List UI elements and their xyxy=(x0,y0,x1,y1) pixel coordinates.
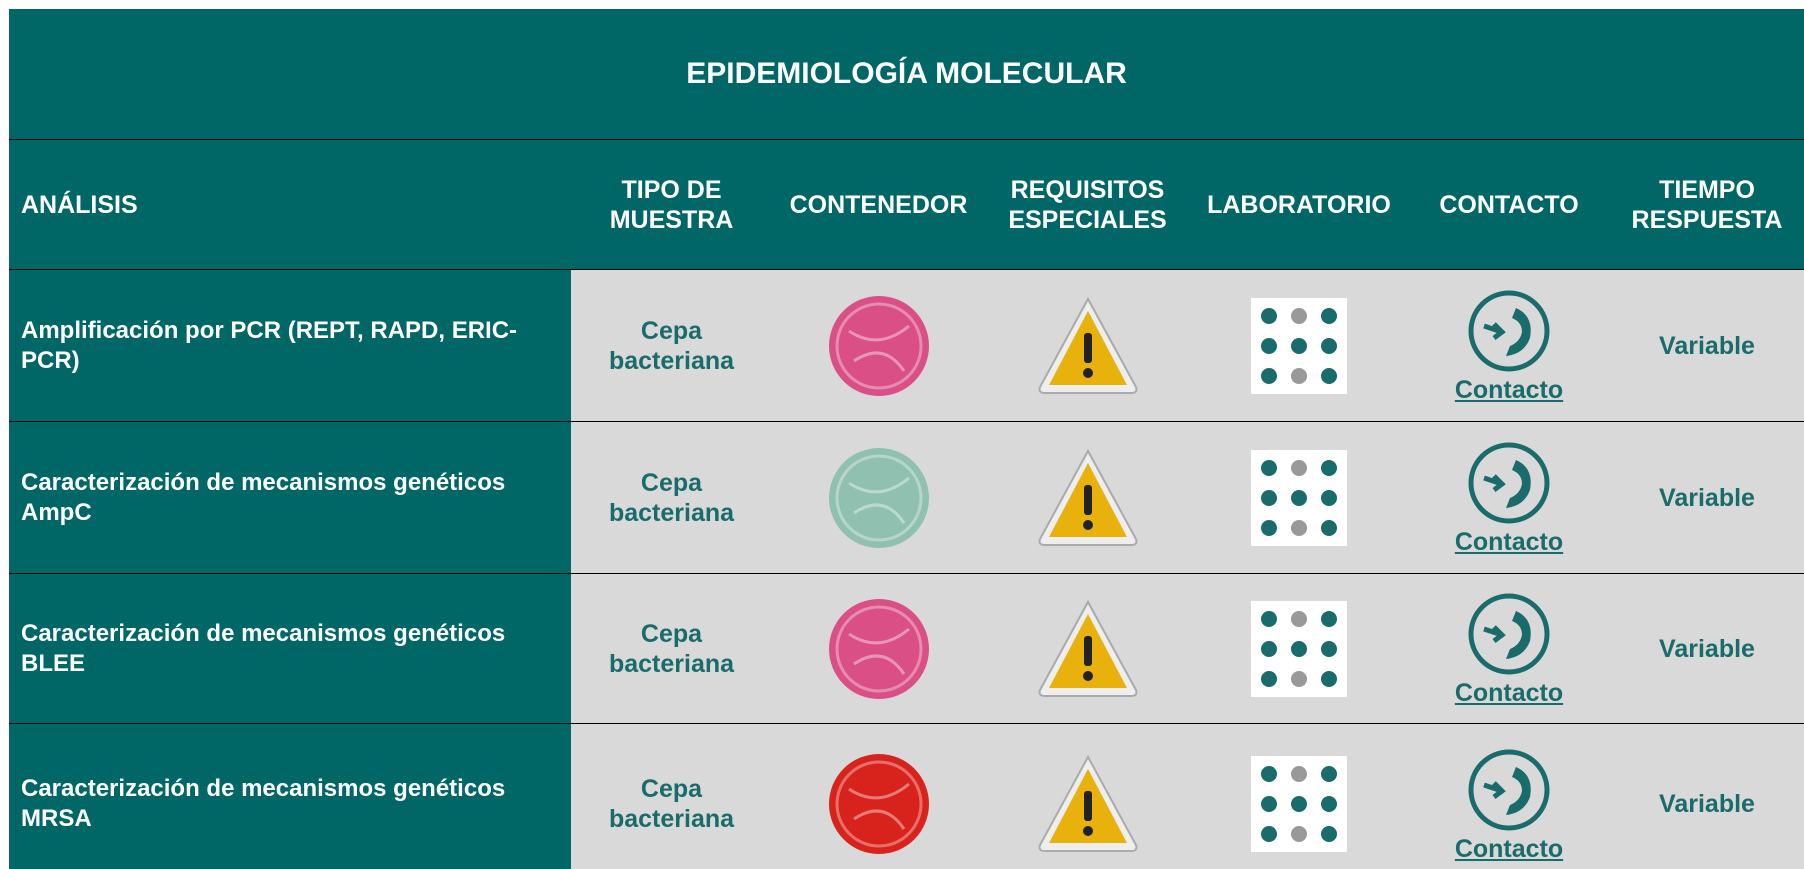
contact-cell: Contacto xyxy=(1408,724,1610,869)
sample-type: Cepa bacteriana xyxy=(571,270,772,421)
sample-type: Cepa bacteriana xyxy=(571,574,772,723)
phone-icon xyxy=(1468,749,1550,830)
contact-link[interactable]: Contacto xyxy=(1454,528,1564,556)
requirements-cell xyxy=(985,724,1190,869)
phone-icon xyxy=(1468,593,1550,675)
lab-icon xyxy=(1251,600,1347,697)
container-cell xyxy=(772,422,985,573)
sample-type: Cepa bacteriana xyxy=(571,422,772,573)
requirements-cell xyxy=(985,574,1190,723)
lab-icon xyxy=(1251,756,1347,852)
petri-dish xyxy=(828,754,929,854)
sample-type: Cepa bacteriana xyxy=(571,724,772,869)
response-time: Variable xyxy=(1610,422,1804,573)
container-cell xyxy=(772,574,985,723)
analysis: Amplificación por PCR (REPT, RAPD, ERIC-… xyxy=(9,270,571,421)
contact-link[interactable]: Contacto xyxy=(1454,376,1564,404)
title: EPIDEMIOLOGÍA MOLECULAR xyxy=(9,9,1804,139)
contact-link[interactable]: Contacto xyxy=(1454,834,1564,863)
requirements-cell xyxy=(985,422,1190,573)
phone-icon xyxy=(1468,442,1550,524)
analysis: Caracterización de mecanismos genéticos … xyxy=(9,422,571,573)
warning-icon xyxy=(1038,296,1137,394)
column-header: CONTENEDOR xyxy=(772,140,985,269)
analysis: Caracterización de mecanismos genéticos … xyxy=(9,574,571,723)
lab-cell xyxy=(1190,724,1408,869)
lab-icon xyxy=(1251,449,1347,546)
warning-icon xyxy=(1038,754,1137,852)
contact-link[interactable]: Contacto xyxy=(1454,679,1564,707)
petri-dish xyxy=(828,447,929,548)
warning-icon xyxy=(1038,448,1137,546)
column-header: TIPO DE MUESTRA xyxy=(571,140,772,269)
petri-dish xyxy=(828,295,929,396)
contact-cell: Contacto xyxy=(1408,422,1610,573)
phone-icon xyxy=(1468,290,1550,372)
column-header: LABORATORIO xyxy=(1190,140,1408,269)
analysis: Caracterización de mecanismos genéticos … xyxy=(9,724,571,869)
lab-cell xyxy=(1190,422,1408,573)
column-header: CONTACTO xyxy=(1408,140,1610,269)
container-cell xyxy=(772,270,985,421)
lab-cell xyxy=(1190,270,1408,421)
petri-dish xyxy=(828,598,929,699)
column-header: ANÁLISIS xyxy=(9,140,571,269)
container-cell xyxy=(772,724,985,869)
response-time: Variable xyxy=(1610,270,1804,421)
column-header: TIEMPO RESPUESTA xyxy=(1610,140,1804,269)
contact-cell: Contacto xyxy=(1408,574,1610,723)
lab-icon xyxy=(1251,297,1347,394)
lab-cell xyxy=(1190,574,1408,723)
column-header: REQUISITOS ESPECIALES xyxy=(985,140,1190,269)
table: EPIDEMIOLOGÍA MOLECULAR ANÁLISIS TIPO DE M… xyxy=(9,9,1804,869)
contact-cell: Contacto xyxy=(1408,270,1610,421)
response-time: Variable xyxy=(1610,724,1804,869)
requirements-cell xyxy=(985,270,1190,421)
warning-icon xyxy=(1038,599,1137,697)
response-time: Variable xyxy=(1610,574,1804,723)
